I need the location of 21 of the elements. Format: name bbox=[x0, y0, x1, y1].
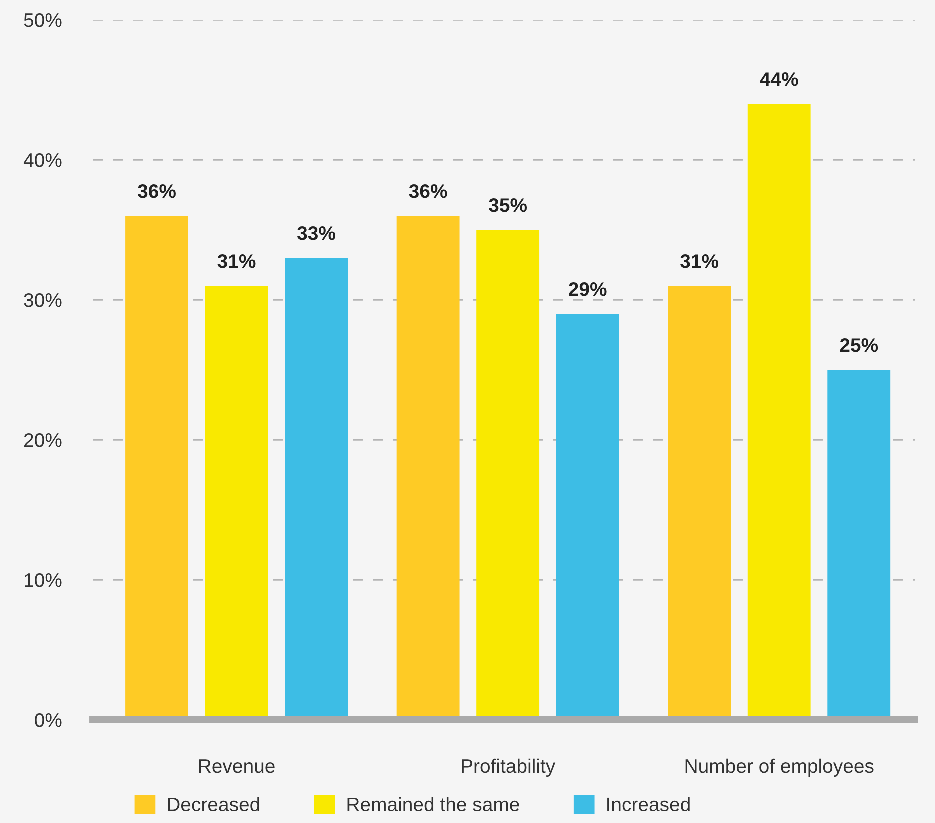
y-tick-label: 10% bbox=[25, 573, 62, 588]
data-label: 25% bbox=[840, 338, 878, 352]
data-label: 31% bbox=[680, 254, 719, 268]
y-tick-label: 30% bbox=[24, 293, 62, 308]
data-label: 44% bbox=[760, 72, 798, 86]
data-label: 31% bbox=[218, 254, 256, 268]
x-tick-label: Number of employees bbox=[686, 758, 874, 778]
legend-label: Remained the same bbox=[348, 797, 520, 812]
legend-label: Increased bbox=[608, 797, 690, 812]
y-tick-label: 50% bbox=[24, 13, 62, 28]
x-tick-label: Profitability bbox=[462, 758, 556, 778]
data-label: 36% bbox=[409, 184, 448, 198]
data-label: 36% bbox=[138, 184, 176, 198]
y-tick-label: 40% bbox=[24, 153, 62, 168]
x-tick-label: Revenue bbox=[199, 760, 275, 774]
y-tick-label: 20% bbox=[24, 433, 62, 448]
y-tick-label: 0% bbox=[35, 713, 62, 728]
data-label: 29% bbox=[569, 282, 607, 296]
legend-label: Decreased bbox=[168, 797, 260, 812]
data-label: 35% bbox=[489, 198, 528, 212]
data-label: 33% bbox=[298, 226, 336, 240]
